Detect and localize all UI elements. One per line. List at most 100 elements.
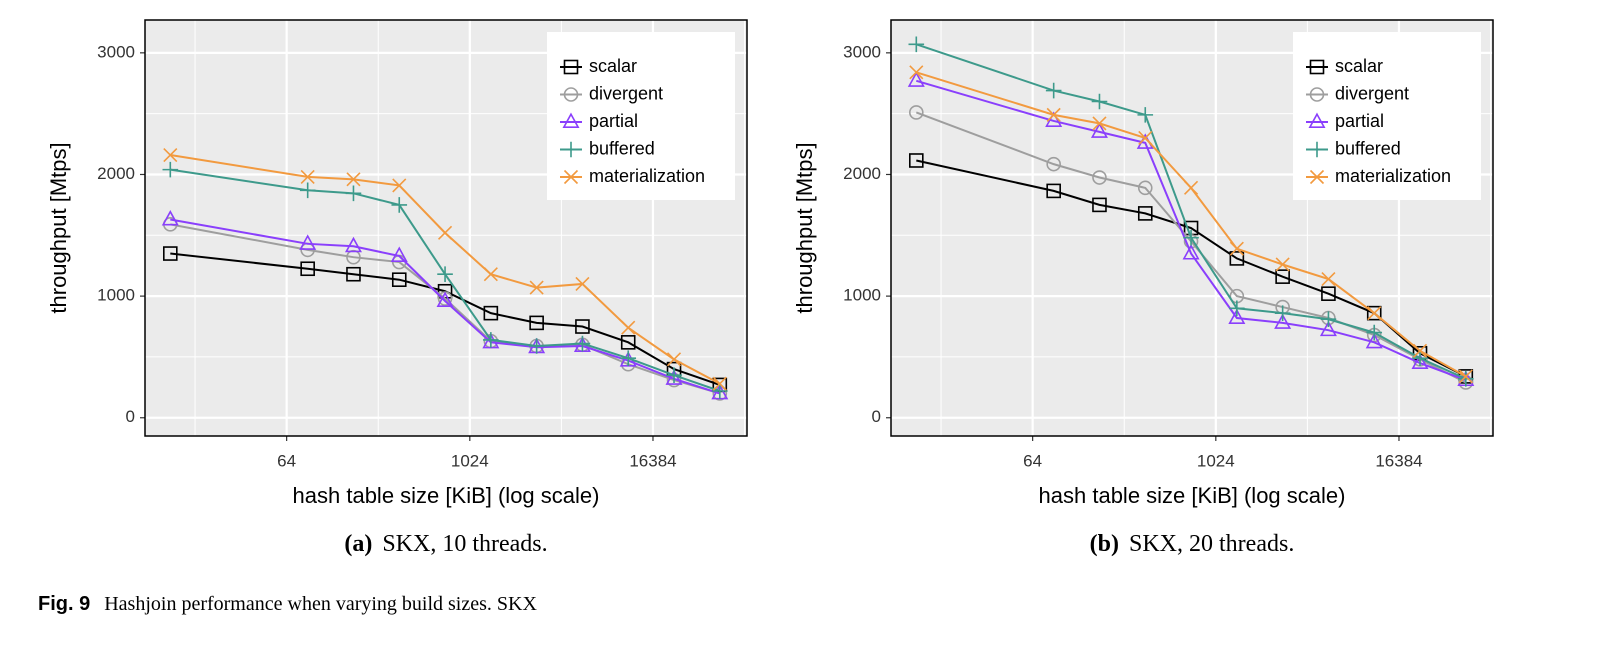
marker bbox=[1309, 59, 1325, 75]
marker bbox=[1275, 269, 1290, 284]
marker bbox=[300, 169, 315, 184]
legend-label: partial bbox=[589, 111, 638, 131]
y-axis-label: throughput [Mtps] bbox=[792, 142, 817, 313]
x-axis-label: hash table size [KiB] (log scale) bbox=[1039, 483, 1346, 508]
marker bbox=[529, 280, 544, 295]
marker bbox=[620, 350, 637, 366]
marker bbox=[574, 335, 591, 352]
legend-label: scalar bbox=[589, 56, 637, 76]
marker bbox=[563, 169, 579, 185]
marker bbox=[391, 197, 408, 213]
marker bbox=[562, 112, 580, 128]
marker bbox=[1046, 183, 1061, 199]
subcaption: (a) SKX, 10 threads. bbox=[344, 531, 547, 557]
y-tick-label: 0 bbox=[872, 407, 881, 426]
figure-caption: Fig. 9 Hashjoin performance when varying … bbox=[38, 593, 537, 616]
legend-label: divergent bbox=[1335, 83, 1409, 103]
marker bbox=[666, 352, 682, 367]
legend-box bbox=[547, 32, 735, 200]
marker bbox=[299, 182, 316, 199]
marker bbox=[528, 338, 545, 354]
legend-label: materialization bbox=[1335, 166, 1451, 186]
marker bbox=[1229, 241, 1244, 256]
marker bbox=[1092, 170, 1107, 185]
marker bbox=[1091, 93, 1108, 110]
marker bbox=[1412, 343, 1428, 358]
marker bbox=[1367, 306, 1382, 321]
marker bbox=[1183, 229, 1199, 246]
marker bbox=[909, 65, 924, 80]
subcaption-text: SKX, 20 threads. bbox=[1129, 531, 1294, 557]
marker bbox=[436, 291, 454, 307]
marker bbox=[483, 332, 499, 348]
marker bbox=[1365, 332, 1383, 349]
marker bbox=[620, 335, 636, 350]
y-tick-label: 3000 bbox=[97, 42, 135, 61]
marker bbox=[1366, 324, 1383, 341]
marker bbox=[1045, 111, 1063, 127]
marker bbox=[1321, 272, 1336, 287]
marker bbox=[300, 261, 315, 277]
marker bbox=[163, 147, 178, 163]
marker bbox=[1092, 197, 1107, 213]
marker bbox=[392, 178, 407, 193]
legend-label: partial bbox=[1335, 111, 1384, 131]
marker bbox=[391, 272, 407, 287]
y-tick-label: 2000 bbox=[843, 164, 881, 183]
marker bbox=[1183, 180, 1199, 195]
y-axis-label: throughput [Mtps] bbox=[46, 142, 71, 313]
legend-label: divergent bbox=[589, 83, 663, 103]
marker bbox=[483, 305, 499, 321]
y-tick-label: 2000 bbox=[97, 164, 135, 183]
marker bbox=[665, 369, 683, 385]
series-line bbox=[170, 252, 721, 386]
marker bbox=[437, 225, 453, 240]
marker bbox=[563, 59, 579, 75]
marker bbox=[1319, 320, 1337, 337]
figure-caption-text: Hashjoin performance when varying build … bbox=[104, 593, 537, 615]
legend-label: buffered bbox=[589, 138, 655, 158]
x-tick-label: 16384 bbox=[629, 451, 676, 470]
marker bbox=[1137, 107, 1154, 123]
marker bbox=[1458, 369, 1473, 384]
marker bbox=[1366, 305, 1382, 321]
marker bbox=[1137, 180, 1153, 196]
subcaption-label: (b) bbox=[1090, 531, 1119, 557]
marker bbox=[1138, 130, 1153, 146]
marker bbox=[907, 71, 925, 87]
y-tick-label: 0 bbox=[126, 407, 135, 426]
marker bbox=[575, 276, 590, 292]
marker bbox=[1182, 244, 1200, 260]
marker bbox=[346, 172, 361, 187]
subcaption-text: SKX, 10 threads. bbox=[382, 531, 547, 557]
plot-border bbox=[890, 19, 1494, 437]
marker bbox=[483, 267, 498, 282]
marker bbox=[163, 246, 178, 261]
marker bbox=[712, 376, 727, 391]
marker bbox=[161, 210, 179, 226]
marker bbox=[712, 383, 728, 399]
marker bbox=[299, 234, 317, 250]
legend-label: buffered bbox=[1335, 138, 1401, 158]
plot-border bbox=[144, 19, 748, 437]
marker bbox=[345, 185, 362, 202]
marker bbox=[1320, 311, 1337, 328]
marker bbox=[437, 266, 453, 283]
marker bbox=[1137, 206, 1153, 221]
marker bbox=[1092, 116, 1107, 131]
marker bbox=[908, 36, 925, 53]
x-tick-label: 16384 bbox=[1375, 451, 1422, 470]
subcaption-label: (a) bbox=[344, 531, 372, 557]
x-tick-label: 64 bbox=[277, 451, 296, 470]
marker bbox=[1309, 169, 1325, 185]
x-axis-label: hash table size [KiB] (log scale) bbox=[293, 483, 600, 508]
marker bbox=[390, 246, 408, 262]
marker bbox=[621, 320, 636, 335]
legend-label: materialization bbox=[589, 166, 705, 186]
marker bbox=[1228, 308, 1246, 325]
x-tick-label: 64 bbox=[1023, 451, 1042, 470]
marker bbox=[1046, 107, 1061, 122]
marker bbox=[1045, 82, 1062, 99]
y-tick-label: 1000 bbox=[97, 286, 135, 305]
y-tick-label: 3000 bbox=[843, 42, 881, 61]
